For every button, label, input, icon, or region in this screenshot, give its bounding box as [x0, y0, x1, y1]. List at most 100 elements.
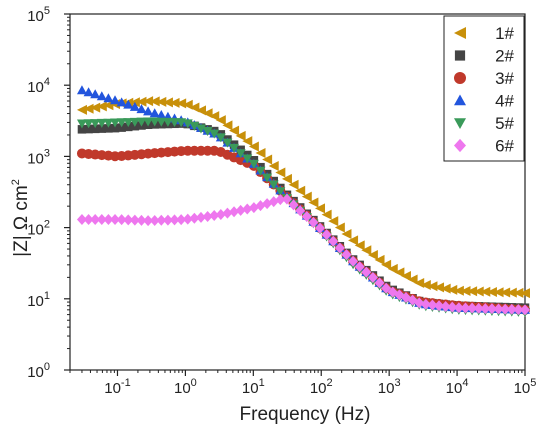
y-tick-exp: 1 [44, 290, 50, 302]
y-tick-exp: 0 [44, 361, 50, 373]
data-point [268, 180, 279, 190]
data-point [434, 300, 445, 312]
data-point [315, 222, 326, 234]
data-point [195, 124, 206, 134]
data-point [104, 124, 113, 133]
data-point [262, 173, 273, 183]
data-point [255, 148, 266, 159]
data-point [169, 97, 180, 108]
legend-marker [454, 138, 466, 153]
data-point [414, 278, 425, 289]
y-tick-exp: 3 [44, 147, 50, 159]
x-tick-label: 105 [514, 377, 537, 397]
data-point [77, 125, 87, 134]
data-point [473, 302, 484, 314]
y-tick-label: 101 [27, 290, 50, 310]
x-tick-base: 10 [310, 380, 327, 397]
data-point [334, 242, 345, 254]
x-tick-label: 100 [174, 377, 197, 397]
data-point [295, 185, 306, 196]
x-tick-label: 102 [310, 377, 333, 397]
data-point [513, 304, 524, 316]
legend-marker [454, 27, 466, 39]
data-point [381, 259, 392, 270]
data-point [467, 302, 478, 314]
data-point [84, 124, 93, 134]
data-point [83, 103, 94, 114]
data-point [96, 101, 107, 112]
x-tick-exp: 1 [259, 377, 265, 389]
data-point [308, 197, 319, 208]
data-point [486, 286, 497, 297]
data-point [248, 141, 259, 152]
x-tick-exp: 4 [462, 377, 468, 389]
data-point [222, 207, 233, 219]
data-point [420, 298, 431, 310]
data-point [149, 96, 160, 107]
data-point [341, 228, 352, 239]
data-point [202, 210, 213, 222]
x-tick-base: 10 [104, 380, 121, 397]
data-point [162, 97, 173, 108]
x-tick-label: 10-1 [104, 377, 130, 397]
legend-marker [454, 118, 466, 129]
data-point [520, 304, 530, 316]
data-point [209, 111, 220, 122]
legend-label: 4# [495, 92, 514, 111]
x-tick-base: 10 [242, 380, 259, 397]
data-point [255, 166, 266, 176]
y-tick-base: 10 [27, 364, 44, 381]
data-point [143, 215, 154, 227]
data-point [275, 194, 286, 206]
data-point [242, 203, 253, 215]
data-point [162, 117, 173, 127]
data-point [96, 118, 107, 128]
data-point [394, 267, 405, 278]
data-point [440, 283, 451, 294]
y-tick-base: 10 [27, 79, 44, 96]
x-tick-label: 104 [446, 377, 469, 397]
data-point [493, 303, 504, 315]
data-point [447, 301, 458, 313]
data-point [315, 203, 326, 214]
data-point [83, 119, 94, 129]
data-point [460, 302, 471, 314]
data-point [361, 245, 372, 256]
data-point [215, 208, 226, 220]
data-point [110, 123, 120, 133]
data-point [123, 118, 134, 128]
data-point [500, 287, 511, 298]
data-point [367, 272, 378, 284]
y-tick-label: 102 [27, 219, 50, 239]
data-point [156, 214, 167, 226]
data-point [90, 89, 101, 99]
data-point [202, 127, 213, 137]
data-point [467, 286, 478, 297]
data-point [281, 173, 292, 184]
x-tick-exp: 0 [191, 377, 197, 389]
y-tick-label: 103 [27, 147, 50, 167]
data-point [387, 263, 398, 274]
data-point [83, 213, 94, 225]
data-point [400, 270, 411, 281]
data-point [169, 214, 180, 226]
data-point [149, 215, 160, 227]
data-point [76, 104, 87, 115]
x-tick-base: 10 [378, 380, 395, 397]
data-point [76, 119, 87, 129]
data-point [447, 284, 458, 295]
x-axis-title: Frequency (Hz) [240, 404, 371, 425]
data-point [136, 117, 147, 127]
data-point [189, 212, 200, 224]
data-point [129, 101, 140, 111]
data-point [176, 214, 187, 226]
data-point [90, 119, 101, 129]
data-point [235, 149, 246, 159]
y-axis-title-main: |Z| Ω cm [11, 185, 32, 257]
data-point [182, 119, 193, 129]
data-point [222, 120, 233, 131]
legend-label: 5# [495, 114, 514, 133]
y-axis-title: |Z| Ω cm2 [10, 179, 32, 257]
data-point [348, 255, 359, 267]
